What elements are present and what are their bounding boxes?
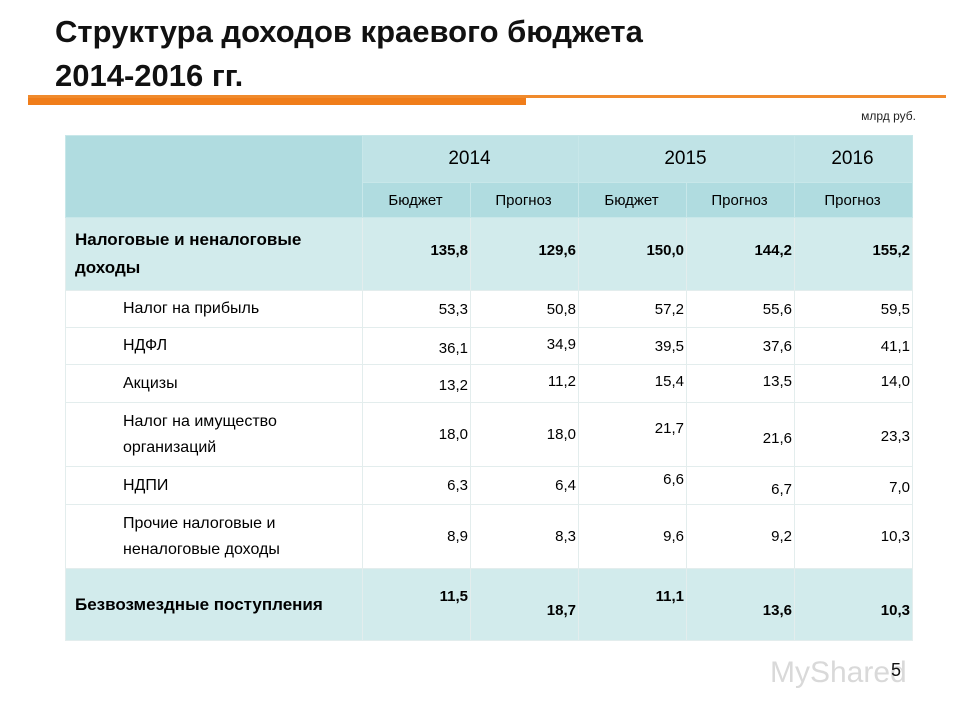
value-cell: 10,3 bbox=[794, 504, 913, 569]
value-cell: 9,2 bbox=[686, 504, 795, 569]
value-cell: 14,0 bbox=[794, 364, 913, 403]
value-cell: 18,0 bbox=[362, 402, 471, 467]
value-cell: 37,6 bbox=[686, 327, 795, 365]
row-label: Налог на имущество организаций bbox=[65, 402, 363, 467]
value-cell: 55,6 bbox=[686, 290, 795, 328]
value-cell: 15,4 bbox=[578, 364, 687, 403]
value-cell: 11,2 bbox=[470, 364, 579, 403]
value-cell: 13,5 bbox=[686, 364, 795, 403]
subheader: Прогноз bbox=[794, 182, 913, 218]
data-row: Налог на прибыль 53,3 50,8 57,2 55,6 59,5 bbox=[65, 290, 913, 328]
value-cell: 135,8 bbox=[362, 217, 471, 291]
row-label: НДПИ bbox=[65, 466, 363, 505]
value-cell: 8,9 bbox=[362, 504, 471, 569]
year-header: 2014 bbox=[362, 135, 579, 183]
divider-accent bbox=[28, 98, 526, 105]
data-row: Прочие налоговые и неналоговые доходы 8,9… bbox=[65, 504, 913, 569]
data-row: Налоговые и неналоговые доходы 135,8 129,6… bbox=[65, 217, 913, 291]
data-row: Акцизы 13,2 11,2 15,4 13,5 14,0 bbox=[65, 364, 913, 403]
value-cell: 34,9 bbox=[470, 327, 579, 365]
value-cell: 150,0 bbox=[578, 217, 687, 291]
value-cell: 53,3 bbox=[362, 290, 471, 328]
year-header: 2015 bbox=[578, 135, 795, 183]
unit: млрд руб. bbox=[861, 109, 916, 123]
value-cell: 21,6 bbox=[686, 402, 795, 467]
subheader: Прогноз bbox=[470, 182, 579, 218]
value-cell: 36,1 bbox=[362, 327, 471, 365]
data-row: НДПИ 6,3 6,4 6,6 6,7 7,0 bbox=[65, 466, 913, 505]
watermark: MyShared bbox=[770, 656, 907, 689]
row-label: Налоговые и неналоговые доходы bbox=[65, 217, 363, 291]
value-cell: 18,0 bbox=[470, 402, 579, 467]
value-cell: 6,6 bbox=[578, 466, 687, 505]
value-cell: 23,3 bbox=[794, 402, 913, 467]
row-label: Налог на прибыль bbox=[65, 290, 363, 328]
value-cell: 11,1 bbox=[578, 568, 687, 641]
row-label: Безвозмездные поступления bbox=[65, 568, 363, 641]
value-cell: 155,2 bbox=[794, 217, 913, 291]
value-cell: 11,5 bbox=[362, 568, 471, 641]
value-cell: 144,2 bbox=[686, 217, 795, 291]
value-cell: 41,1 bbox=[794, 327, 913, 365]
value-cell: 39,5 bbox=[578, 327, 687, 365]
header-row: 2014 2015 2016 bbox=[65, 135, 913, 218]
corner-cell bbox=[65, 135, 363, 218]
year-header: 2016 bbox=[794, 135, 913, 183]
data-row: Налог на имущество организаций 18,0 18,0 21… bbox=[65, 402, 913, 467]
value-cell: 50,8 bbox=[470, 290, 579, 328]
budget-table: 2014 2015 2016 Бюджет Прогноз Бюджет Прогноз Пр… bbox=[65, 135, 913, 641]
divider bbox=[28, 95, 946, 98]
value-cell: 13,6 bbox=[686, 568, 795, 641]
subheader: Бюджет bbox=[362, 182, 471, 218]
value-cell: 59,5 bbox=[794, 290, 913, 328]
value-cell: 6,4 bbox=[470, 466, 579, 505]
data-row: НДФЛ 36,1 34,9 39,5 37,6 41,1 bbox=[65, 327, 913, 365]
value-cell: 7,0 bbox=[794, 466, 913, 505]
subheader: Бюджет bbox=[578, 182, 687, 218]
title: Структура доходов краевого бюджета bbox=[55, 14, 643, 49]
subheader-row: Бюджет Прогноз Бюджет Прогноз Прогноз bbox=[66, 182, 913, 218]
value-cell: 13,2 bbox=[362, 364, 471, 403]
title: 2014-2016 гг. bbox=[55, 58, 244, 93]
value-cell: 9,6 bbox=[578, 504, 687, 569]
row-label: Прочие налоговые и неналоговые доходы bbox=[65, 504, 363, 569]
value-cell: 8,3 bbox=[470, 504, 579, 569]
value-cell: 129,6 bbox=[470, 217, 579, 291]
value-cell: 6,3 bbox=[362, 466, 471, 505]
value-cell: 18,7 bbox=[470, 568, 579, 641]
value-cell: 10,3 bbox=[794, 568, 913, 641]
value-cell: 57,2 bbox=[578, 290, 687, 328]
value-cell: 21,7 bbox=[578, 402, 687, 467]
data-row: Безвозмездные поступления 11,5 18,7 11,1 13,… bbox=[65, 568, 913, 641]
row-label: Акцизы bbox=[65, 364, 363, 403]
page-number: 5 bbox=[891, 660, 902, 680]
subheader: Прогноз bbox=[686, 182, 795, 218]
value-cell: 6,7 bbox=[686, 466, 795, 505]
row-label: НДФЛ bbox=[65, 327, 363, 365]
